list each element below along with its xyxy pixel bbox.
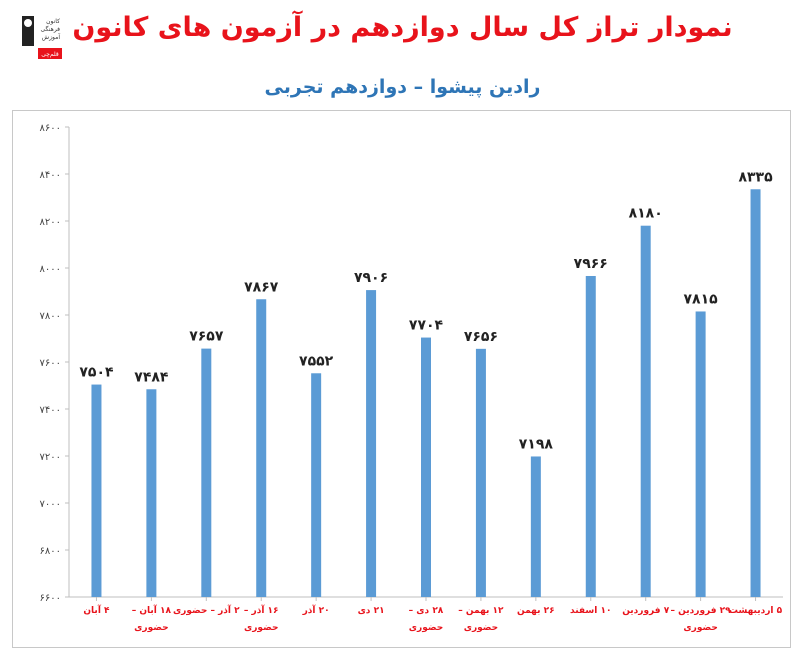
x-tick-label: حضوری (409, 623, 443, 633)
data-label: ۷۵۰۴ (79, 365, 114, 381)
x-tick-label: ۲۱ دی (358, 606, 385, 616)
y-tick-label: ۸۰۰۰ (40, 264, 61, 275)
data-label: ۷۶۵۷ (189, 329, 224, 345)
chart-subtitle: رادین پیشوا – دوازدهم تجربی (264, 76, 541, 98)
bar (640, 225, 651, 597)
y-tick-label: ۷۲۰۰ (40, 452, 61, 463)
y-tick-label: ۷۸۰۰ (40, 311, 61, 322)
bar (201, 348, 212, 597)
chart-area: ۶۶۰۰ ۶۸۰۰ ۷۰۰۰ ۷۲۰۰ ۷۴۰۰ ۷۶۰۰ ۷۸۰۰ ۸۰۰۰ ۸۲۰۰ ۸۴۰۰… (12, 110, 791, 648)
y-tick-label: ۸۲۰۰ (40, 217, 61, 228)
y-tick-label: ۶۶۰۰ (40, 593, 61, 604)
y-tick-label: ۶۸۰۰ (40, 546, 61, 557)
data-label: ۷۴۸۴ (134, 369, 169, 385)
y-tick-label: ۷۴۰۰ (40, 405, 61, 416)
x-tick-label: ۱۲ بهمن – (458, 606, 504, 616)
x-tick-label: ۴ آبان (83, 604, 110, 616)
data-label: ۸۱۸۰ (629, 206, 663, 222)
x-tick-label: ۱۰ اسفند (570, 606, 611, 616)
x-tick-label: ۱۸ آبان – (132, 604, 172, 616)
data-label: ۷۸۱۵ (684, 291, 719, 307)
bar (256, 299, 267, 597)
y-tick-label: ۸۴۰۰ (40, 170, 61, 181)
bar (475, 348, 486, 597)
data-label: ۷۹۰۶ (354, 270, 388, 286)
bar (311, 373, 322, 597)
x-tick-label: ۵ اردیبهشت (729, 606, 783, 616)
data-label: ۷۱۹۸ (519, 436, 554, 452)
x-tick-label: حضوری (134, 623, 168, 633)
svg-text:آموزش: آموزش (42, 32, 61, 41)
chart-title: نمودار تراز کل سال دوازدهم در آزمون های … (72, 12, 733, 43)
bar (91, 384, 102, 597)
data-label: ۷۸۶۷ (244, 279, 279, 295)
data-label: ۷۷۰۴ (409, 318, 444, 334)
bar-chart: ۶۶۰۰ ۶۸۰۰ ۷۰۰۰ ۷۲۰۰ ۷۴۰۰ ۷۶۰۰ ۷۸۰۰ ۸۰۰۰ ۸۲۰۰ ۸۴۰۰… (40, 123, 783, 633)
bar (695, 311, 706, 597)
bar (366, 290, 377, 597)
bar (585, 275, 596, 597)
kanoon-logo: کانون فرهنگی آموزش قلم‌چی (20, 14, 64, 66)
data-label: ۷۹۶۶ (574, 256, 608, 272)
y-tick-label: ۸۶۰۰ (40, 123, 61, 134)
x-tick-label: ۲ آذر – حضوری (173, 604, 240, 616)
svg-text:کانون: کانون (46, 18, 60, 25)
svg-text:فرهنگی: فرهنگی (41, 25, 61, 33)
y-tick-label: ۷۰۰۰ (40, 499, 61, 510)
svg-text:قلم‌چی: قلم‌چی (41, 51, 59, 58)
x-tick-label: ۱۶ آذر – (244, 604, 279, 616)
bar (146, 389, 157, 597)
x-tick-label: ۲۶ بهمن (517, 606, 555, 616)
x-tick-label: حضوری (683, 623, 717, 633)
x-tick-label: ۲۹ فروردین – (671, 606, 732, 616)
bar (750, 189, 761, 597)
x-tick-label: ۷ فروردین (622, 606, 670, 616)
y-tick-label: ۷۶۰۰ (40, 358, 61, 369)
bar (530, 456, 541, 597)
data-label: ۷۵۵۲ (299, 353, 334, 369)
data-label: ۸۳۳۵ (738, 169, 773, 185)
x-tick-label: حضوری (464, 623, 498, 633)
x-tick-label: حضوری (244, 623, 278, 633)
x-tick-label: ۲۰ آذر (302, 604, 330, 616)
x-tick-label: ۲۸ دی – (409, 606, 444, 616)
bar (421, 337, 431, 597)
data-label: ۷۶۵۶ (464, 329, 498, 345)
